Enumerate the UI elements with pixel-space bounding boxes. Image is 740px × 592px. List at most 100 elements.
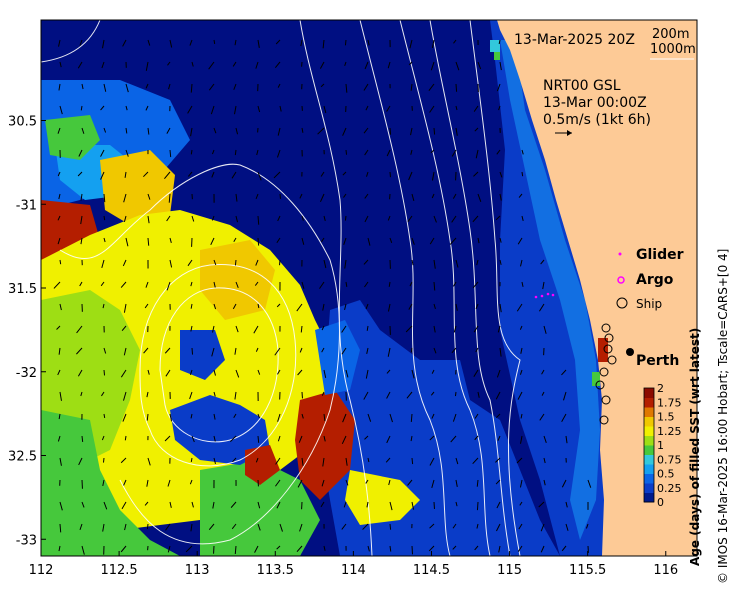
current-vector bbox=[411, 457, 414, 465]
current-vector bbox=[543, 479, 546, 486]
current-vector bbox=[428, 83, 435, 92]
current-vector bbox=[167, 545, 171, 553]
current-vector bbox=[81, 435, 84, 442]
glider-label: Glider bbox=[636, 247, 684, 263]
current-vector bbox=[366, 325, 369, 331]
current-vector bbox=[253, 325, 259, 334]
current-vector bbox=[411, 237, 415, 245]
current-vector bbox=[433, 347, 437, 354]
timestamp-label: 13-Mar-2025 20Z bbox=[514, 32, 635, 48]
current-vector bbox=[233, 83, 237, 90]
current-vector bbox=[449, 237, 457, 245]
current-vector bbox=[213, 281, 216, 288]
current-vector bbox=[451, 215, 457, 223]
current-vector bbox=[319, 61, 325, 69]
current-vector bbox=[78, 457, 83, 466]
coastal-age-strip-light bbox=[500, 40, 600, 540]
current-vector bbox=[362, 523, 369, 530]
current-vector bbox=[168, 193, 171, 203]
current-vector bbox=[455, 501, 458, 507]
current-vector bbox=[477, 61, 482, 70]
current-vector bbox=[234, 149, 237, 156]
x-tick-label: 113.5 bbox=[257, 563, 294, 578]
current-vector bbox=[539, 413, 545, 421]
current-vector bbox=[386, 105, 391, 112]
current-vector bbox=[275, 39, 281, 45]
current-vector bbox=[125, 127, 128, 134]
current-vector bbox=[322, 39, 325, 49]
current-vector bbox=[100, 171, 105, 180]
current-vector bbox=[191, 61, 194, 67]
current-vector bbox=[517, 545, 523, 552]
current-vector bbox=[364, 435, 369, 440]
current-vector bbox=[299, 347, 303, 353]
current-vector bbox=[341, 523, 347, 530]
current-vector bbox=[341, 325, 347, 333]
x-tick-label: 114.5 bbox=[413, 563, 450, 578]
eddy-red-patch bbox=[295, 390, 355, 500]
current-vector bbox=[366, 171, 369, 177]
current-vector bbox=[279, 523, 283, 532]
current-vector bbox=[431, 479, 435, 489]
current-vector bbox=[190, 523, 193, 532]
current-vector bbox=[365, 303, 369, 310]
y-tick-label: 31.5 bbox=[8, 282, 37, 297]
eddy-orange-patch bbox=[200, 240, 275, 320]
current-vector bbox=[496, 523, 501, 532]
colorbar-frame bbox=[643, 387, 655, 503]
current-vector bbox=[323, 435, 326, 442]
current-vector bbox=[211, 215, 215, 221]
current-vector bbox=[102, 523, 105, 532]
coastal-cyan-fleck bbox=[490, 40, 500, 52]
current-vector bbox=[189, 39, 193, 46]
current-vector bbox=[213, 435, 216, 442]
current-vector bbox=[166, 281, 171, 291]
current-vector bbox=[58, 545, 61, 552]
current-vector bbox=[450, 435, 457, 443]
current-vector bbox=[57, 127, 61, 134]
current-vector bbox=[165, 523, 171, 531]
current-vector bbox=[496, 149, 501, 155]
current-vector bbox=[234, 391, 237, 400]
current-vector bbox=[255, 259, 259, 266]
current-vector bbox=[124, 523, 127, 531]
current-vector bbox=[543, 435, 547, 443]
current-vector bbox=[81, 545, 85, 555]
y-axis: 30.5 -31 31.5 -32 32.5 -33 bbox=[8, 115, 46, 548]
current-vector bbox=[229, 435, 237, 442]
current-vector bbox=[386, 391, 391, 399]
current-vector bbox=[389, 237, 393, 243]
current-vector bbox=[345, 457, 348, 466]
current-vector bbox=[341, 435, 347, 445]
current-vector bbox=[499, 347, 502, 357]
current-vector bbox=[146, 523, 149, 530]
current-vector bbox=[79, 523, 83, 531]
current-vector bbox=[428, 545, 435, 552]
y-tick-label: -31 bbox=[16, 198, 37, 213]
current-vector bbox=[76, 325, 83, 334]
current-vector bbox=[257, 501, 261, 509]
current-vector bbox=[542, 281, 545, 290]
current-vector bbox=[59, 501, 63, 511]
current-vector bbox=[120, 545, 127, 553]
current-vector bbox=[213, 303, 217, 310]
current-vector bbox=[433, 127, 436, 135]
x-tick-label: 114 bbox=[341, 563, 366, 578]
current-vector bbox=[276, 149, 281, 158]
y-tick-label: -33 bbox=[16, 533, 37, 548]
current-vector bbox=[120, 369, 127, 378]
current-vector bbox=[298, 435, 303, 443]
current-vector bbox=[211, 149, 215, 155]
current-vector bbox=[561, 369, 567, 376]
current-vector bbox=[191, 347, 194, 355]
current-vector bbox=[410, 435, 413, 442]
current-vector bbox=[257, 39, 260, 48]
x-tick-label: 116 bbox=[653, 563, 678, 578]
x-tick-label: 115 bbox=[497, 563, 522, 578]
current-vector bbox=[122, 39, 127, 47]
current-vector bbox=[364, 149, 369, 156]
current-vector bbox=[543, 325, 547, 334]
current-vector bbox=[57, 171, 61, 177]
current-vector bbox=[410, 149, 413, 155]
current-vector bbox=[323, 259, 327, 269]
